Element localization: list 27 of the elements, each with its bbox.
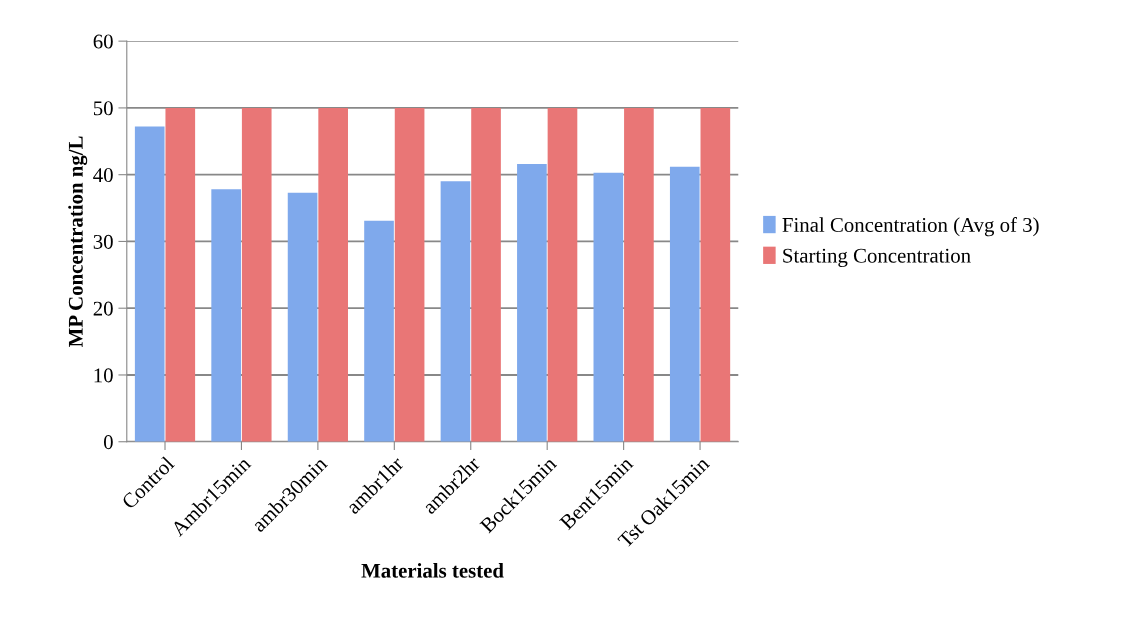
bar [394,107,425,442]
y-tick-label: 50 [93,101,113,116]
bar [547,107,578,442]
y-tick-label: 10 [94,368,113,383]
bar [517,164,547,442]
legend-label: Final Concentration (Avg of 3) [782,217,1039,237]
bar [700,107,731,442]
bar [624,107,654,442]
y-tick-label: 30 [93,234,113,249]
bar [287,192,318,442]
bar [471,107,501,442]
legend-label: Starting Concentration [783,248,971,267]
bar [440,181,471,442]
y-tick-label: 40 [93,168,113,183]
y-tick-label: 60 [93,34,113,49]
bar [241,107,272,442]
y-tick-label: 20 [93,301,113,316]
bar [318,107,348,442]
y-axis-title: MP Concentration ng/L [68,136,88,347]
bar [165,107,196,442]
bar [669,166,700,442]
y-tick-label: 0 [103,435,113,450]
bar [134,126,165,442]
bar [211,189,241,442]
x-axis-title: Materials tested [361,563,504,578]
bar [364,220,394,442]
bar [593,172,624,442]
